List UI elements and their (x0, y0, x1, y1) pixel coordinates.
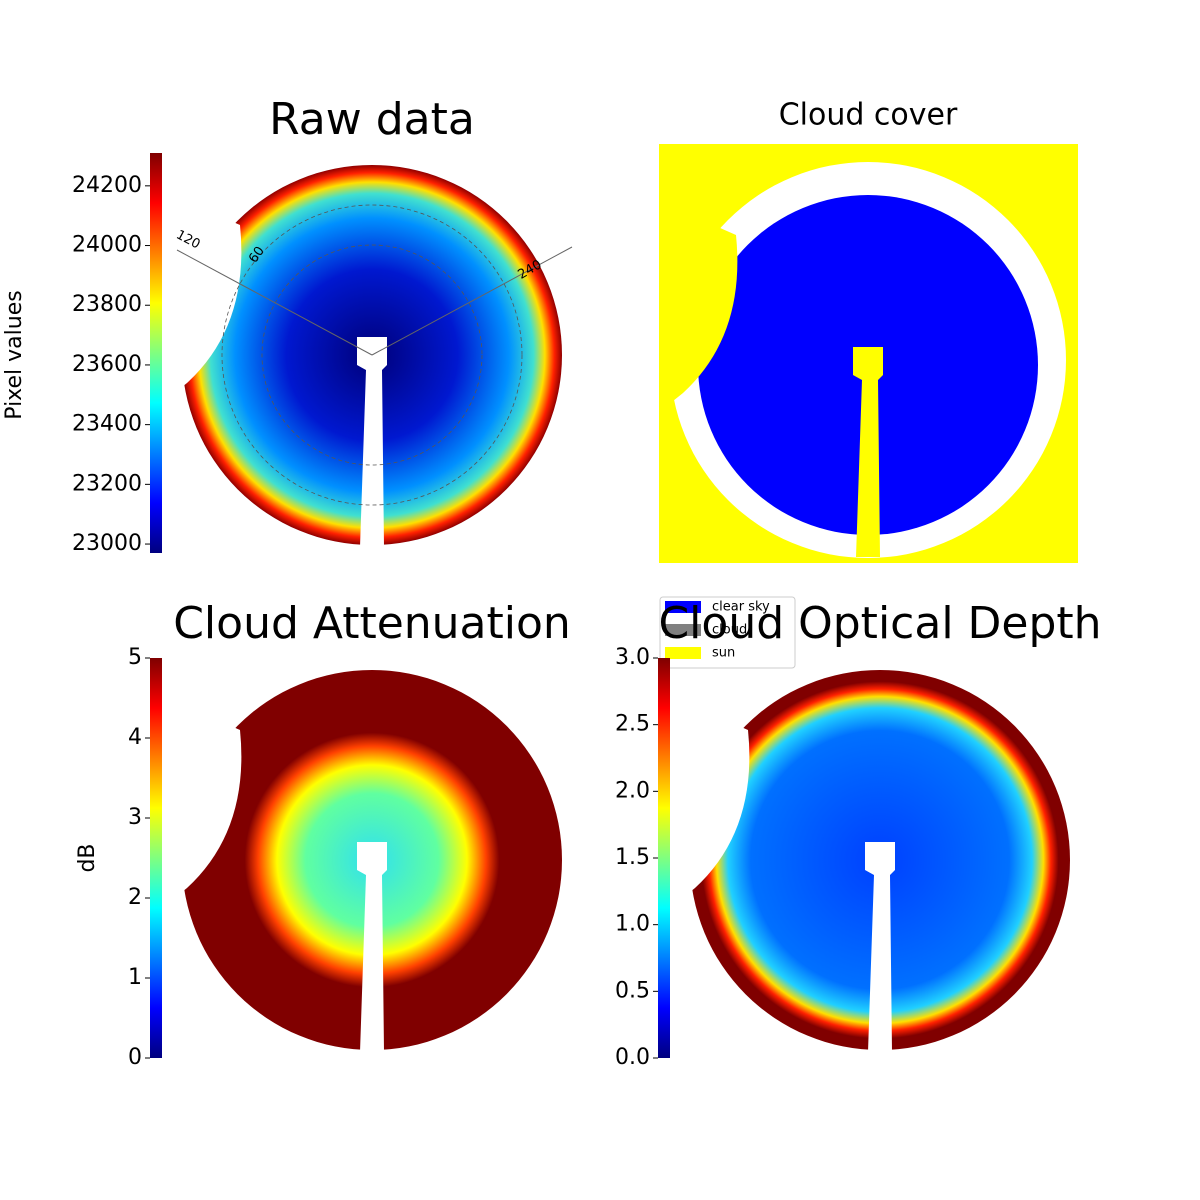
panel-title: Cloud Optical Depth (658, 598, 1101, 649)
colorbar-tick-label: 23000 (72, 531, 142, 556)
colorbar-tick-label: 1.0 (615, 912, 650, 937)
mask (172, 700, 242, 900)
colorbar-tick-label: 24000 (72, 233, 142, 258)
colorbar-tick-label: 2.0 (615, 778, 650, 803)
sun-blocker (357, 337, 387, 547)
legend-swatch (665, 601, 701, 613)
mask (668, 205, 738, 405)
colorbar-tick-label: 24200 (72, 173, 142, 198)
colorbar-tick-label: 0 (128, 1045, 142, 1070)
polar-grid (261, 244, 483, 466)
polar-axis (176, 249, 373, 356)
panel-title: Raw data (269, 94, 475, 145)
colorbar-tick-label: 2 (128, 885, 142, 910)
colorbar-tick-label: 3.0 (615, 645, 650, 670)
colorbar-tick-label: 5 (128, 645, 142, 670)
colorbar-tick-label: 0.0 (615, 1045, 650, 1070)
colorbar-label: dB (75, 843, 100, 872)
sun-region (853, 347, 883, 557)
colorbar (150, 658, 162, 1058)
colorbar-tick-label: 4 (128, 725, 142, 750)
legend-label: cloud (712, 623, 747, 638)
polar-grid (221, 204, 523, 506)
colorbar-tick-label: 1 (128, 965, 142, 990)
colorbar-tick-label: 23800 (72, 292, 142, 317)
colorbar (658, 658, 670, 1058)
legend-swatch (665, 647, 701, 659)
colorbar-tick-label: 3 (128, 805, 142, 830)
colorbar-tick-label: 2.5 (615, 712, 650, 737)
sun-blocker (865, 842, 895, 1052)
mask (172, 195, 242, 395)
colorbar-tick-label: 23400 (72, 412, 142, 437)
legend-label: sun (712, 646, 735, 661)
legend-swatch (665, 624, 701, 636)
polar-axis (371, 246, 573, 356)
colorbar-tick-label: 1.5 (615, 845, 650, 870)
colorbar-label: Pixel values (2, 290, 27, 419)
images (172, 144, 1078, 1052)
legend-label: clear sky (712, 600, 770, 615)
colorbar-tick-label: 23600 (72, 352, 142, 377)
colorbar-tick-label: 23200 (72, 471, 142, 496)
panel-title: Cloud cover (779, 98, 958, 133)
sun-blocker (357, 842, 387, 1052)
colorbar (150, 153, 162, 553)
panel-title: Cloud Attenuation (173, 598, 571, 649)
mask (680, 700, 750, 900)
colorbar-tick-label: 0.5 (615, 978, 650, 1003)
